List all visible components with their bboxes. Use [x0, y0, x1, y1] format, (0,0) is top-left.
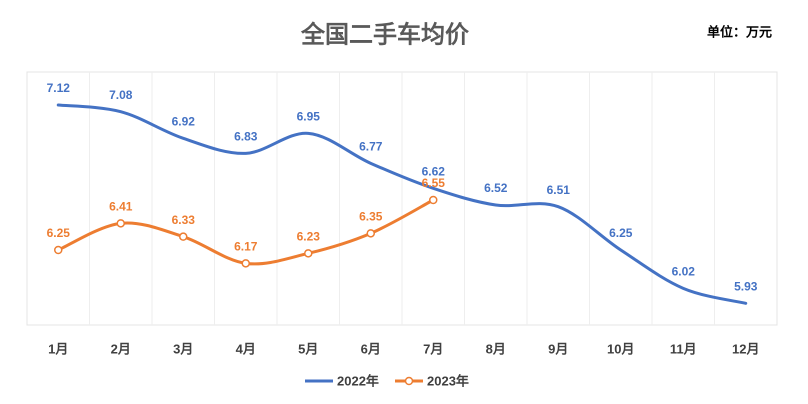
x-tick-label: 10月: [607, 341, 634, 356]
data-point: [304, 249, 313, 258]
data-point: [429, 195, 438, 205]
data-label: 5.93: [734, 280, 758, 294]
x-tick-label: 7月: [423, 341, 443, 356]
x-tick-label: 3月: [173, 341, 193, 356]
data-label: 6.02: [672, 265, 696, 279]
legend-label: 2023年: [427, 373, 469, 388]
data-point: [241, 259, 250, 268]
data-label: 6.77: [359, 140, 383, 154]
x-tick-label: 5月: [298, 341, 318, 356]
data-label: 6.51: [547, 183, 571, 197]
data-label: 6.25: [47, 226, 71, 240]
data-label: 6.83: [234, 130, 258, 144]
x-tick-label: 11月: [670, 341, 697, 356]
data-label: 7.12: [47, 81, 71, 95]
data-label: 7.08: [109, 88, 133, 102]
data-label: 6.33: [172, 213, 196, 227]
data-label: 6.55: [422, 176, 446, 190]
data-label: 6.52: [484, 181, 508, 195]
data-point: [366, 229, 375, 238]
x-tick-label: 6月: [361, 341, 381, 356]
data-point: [179, 232, 188, 241]
data-label: 6.41: [109, 200, 133, 214]
x-tick-label: 2月: [111, 341, 131, 356]
x-tick-label: 4月: [236, 341, 256, 356]
x-tick-label: 8月: [486, 341, 506, 356]
data-label: 6.35: [359, 210, 383, 224]
series-line: [56, 103, 748, 305]
data-label: 6.25: [609, 226, 633, 240]
data-label: 6.62: [422, 165, 446, 179]
legend-marker: [404, 376, 414, 386]
data-label: 6.92: [172, 115, 196, 129]
data-label: 6.23: [297, 230, 321, 244]
legend-label: 2022年: [337, 373, 379, 388]
data-label: 6.95: [297, 110, 321, 124]
unit-label: 单位：万元: [707, 24, 772, 39]
data-point: [116, 219, 125, 228]
chart-title: 全国二手车均价: [300, 20, 470, 48]
x-tick-label: 12月: [732, 341, 759, 356]
x-tick-label: 9月: [548, 341, 568, 356]
x-tick-label: 1月: [48, 341, 68, 356]
data-label: 6.17: [234, 240, 258, 254]
data-point: [54, 245, 63, 255]
